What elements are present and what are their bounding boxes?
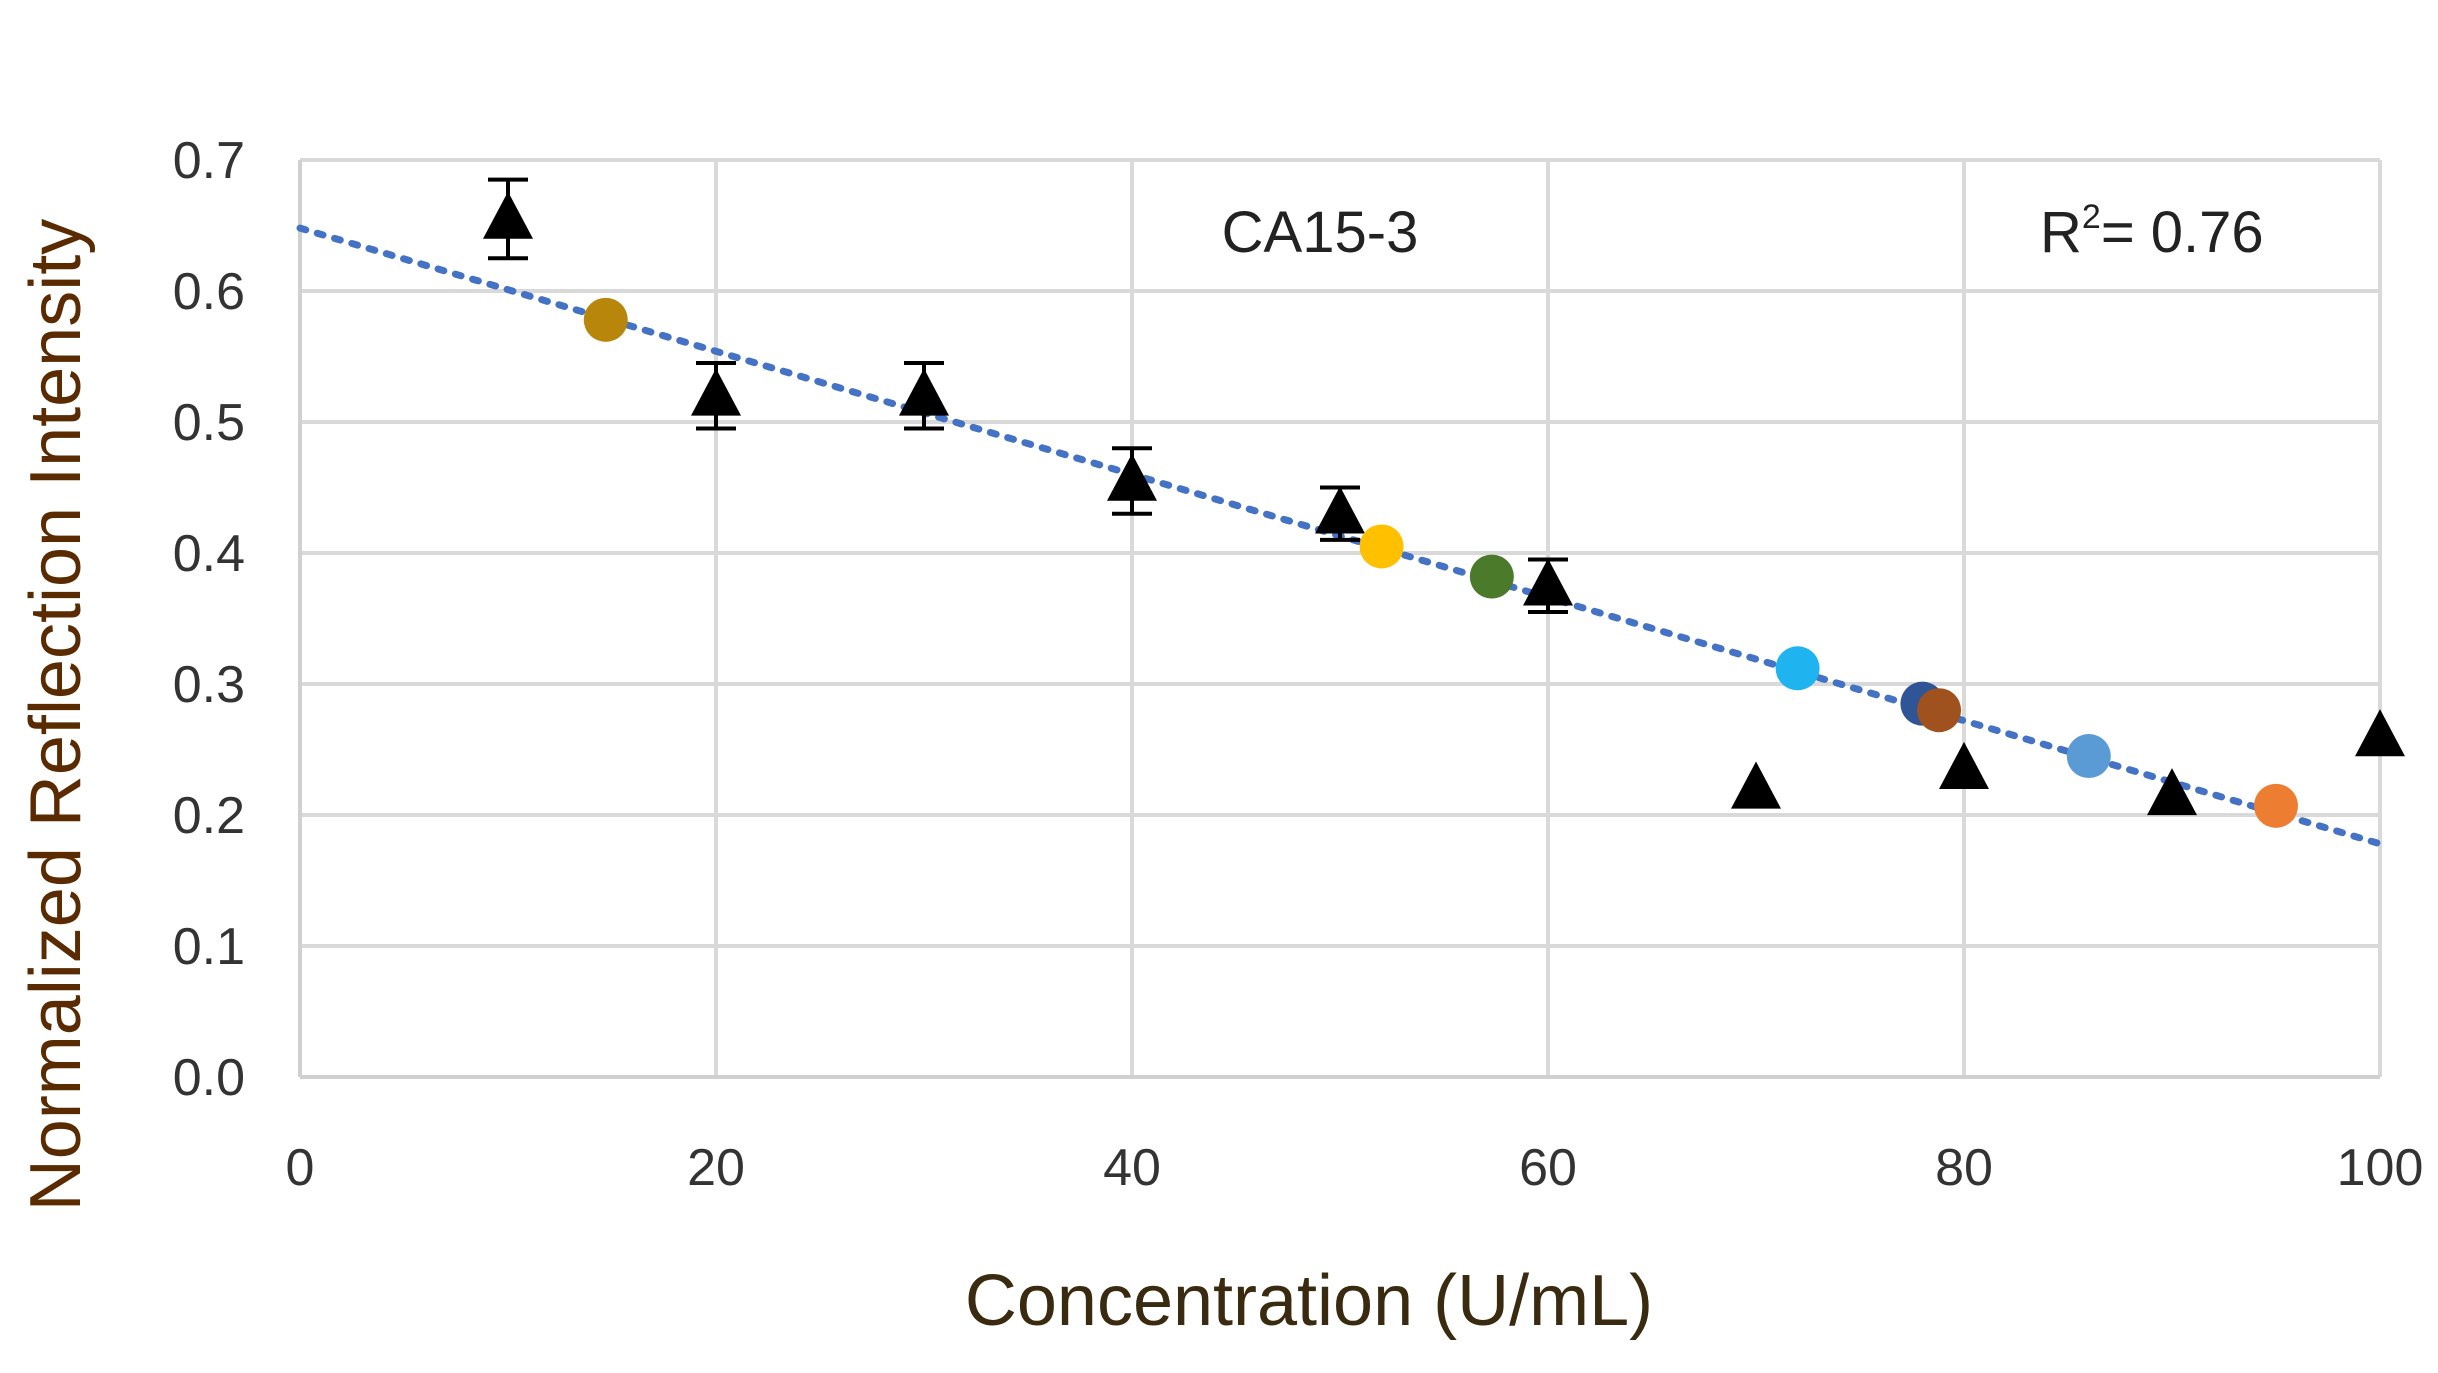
y-tick-label: 0.1 (173, 918, 245, 976)
calibration-triangle-point (2355, 709, 2405, 757)
calibration-triangle-point (691, 368, 741, 416)
sample-circle-point (2066, 734, 2111, 779)
grid (300, 158, 2382, 1077)
r-squared-superscript: 2 (2082, 198, 2101, 236)
sample-circle-point (1917, 688, 1962, 733)
x-tick-label: 80 (1935, 1139, 1993, 1197)
y-axis-title: Normalized Reflection Intensity (16, 219, 96, 1211)
sample-circle-point (2254, 783, 2298, 828)
calibration-triangle-point (899, 368, 949, 416)
calibration-triangle-point (1523, 558, 1573, 606)
axes: 0.0 0.1 0.2 0.3 0.4 0.5 0.6 0.7 0 20 40 60 80 100 (173, 132, 2424, 1197)
calibration-triangle-point (1107, 453, 1157, 501)
markers (483, 191, 2405, 828)
sample-circle-point (1359, 524, 1404, 569)
calibration-triangle-point (483, 191, 533, 239)
y-tick-label: 0.6 (173, 263, 245, 321)
sample-circle-point (583, 297, 628, 342)
calibration-triangle-point (2147, 768, 2197, 816)
x-tick-label: 20 (687, 1139, 745, 1197)
y-tick-label: 0.5 (173, 394, 245, 452)
calibration-triangle-point (1731, 761, 1781, 809)
y-tick-label: 0.0 (173, 1049, 245, 1107)
sample-circle-point (1469, 554, 1514, 599)
sample-circle-point (1775, 646, 1820, 691)
r-squared-value: = 0.76 (2101, 200, 2264, 265)
x-tick-label: 100 (2337, 1139, 2424, 1197)
y-tick-label: 0.4 (173, 525, 245, 583)
y-tick-label: 0.2 (173, 787, 245, 845)
r-squared-prefix: R (2040, 200, 2082, 265)
calibration-triangle-point (1939, 741, 1989, 789)
x-axis-title: Concentration (U/mL) (965, 1261, 1653, 1341)
labels: CA15-3 R2= 0.76 Concentration (U/mL) Nor… (16, 198, 2264, 1341)
x-tick-label: 40 (1103, 1139, 1161, 1197)
x-tick-label: 60 (1519, 1139, 1577, 1197)
calibration-triangle-point (1315, 486, 1365, 534)
chart-annotation-label: CA15-3 (1222, 200, 1419, 265)
y-tick-label: 0.7 (173, 132, 245, 190)
r-squared-annotation: R2= 0.76 (2040, 198, 2264, 265)
x-tick-label: 0 (286, 1139, 315, 1197)
y-tick-label: 0.3 (173, 656, 245, 714)
